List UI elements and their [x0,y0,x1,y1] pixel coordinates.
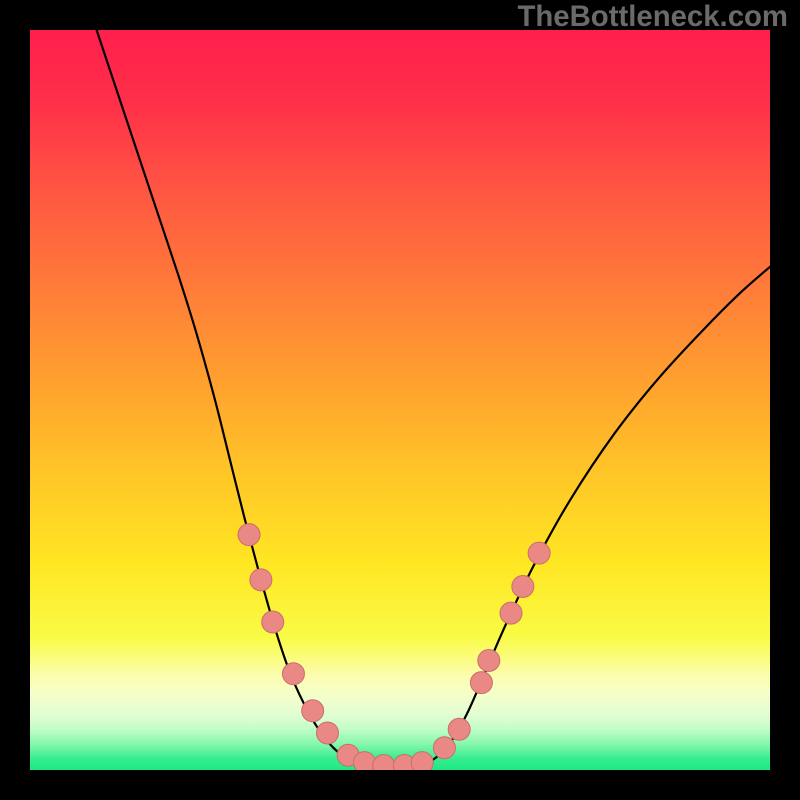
data-point [316,722,338,744]
data-point [262,611,284,633]
data-point [411,752,433,770]
data-point [512,575,534,597]
data-point [302,700,324,722]
data-point [478,649,500,671]
data-point [528,542,550,564]
v-curve [97,30,770,769]
data-point [238,524,260,546]
chart-root: TheBottleneck.com [0,0,800,800]
data-point [470,672,492,694]
data-point [448,718,470,740]
data-point [250,569,272,591]
plot-area [30,30,770,770]
watermark-text: TheBottleneck.com [517,0,788,34]
data-point [282,663,304,685]
plot-svg [30,30,770,770]
data-point [373,755,395,770]
data-point [353,752,375,770]
data-point [433,737,455,759]
data-point [500,602,522,624]
